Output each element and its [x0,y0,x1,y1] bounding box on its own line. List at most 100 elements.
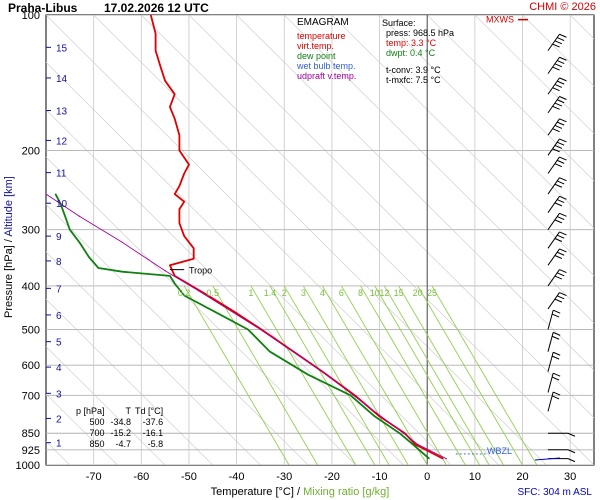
mixing-ratio-label: 3 [301,288,306,298]
wind-barb-flag [552,66,560,71]
table-cell: 850 [89,439,105,449]
wind-barb [547,96,567,114]
table-header-t: T [125,406,132,416]
wind-barb-flag [556,251,565,256]
pressure-tick-label: 100 [22,10,40,22]
temperature-tick-label: 30 [564,471,576,483]
wind-barb-flag [552,148,560,153]
table-cell: 500 [89,417,105,427]
mixing-ratio-line [374,285,481,465]
wind-barb-flag [556,180,565,185]
mixing-ratio-label: 10 [370,288,380,298]
sounding-datetime: 17.02.2026 12 UTC [104,1,209,15]
data-point [174,193,176,195]
grid-layer [46,15,594,465]
wind-barb-flag [552,105,560,110]
data-point [402,432,404,434]
data-point [169,106,171,108]
data-point [398,432,401,434]
mixing-ratio-line [383,285,490,465]
data-point [359,400,362,402]
data-point [150,15,152,16]
adiabat-line [46,251,261,465]
wind-barb-flag [554,63,563,68]
table-cell: 700 [89,428,105,438]
mixing-ratio-line [341,285,447,465]
legend-item: wet bulb temp. [297,61,356,71]
pressure-tick-label: 200 [22,145,40,157]
legend-item: virt.temp. [297,41,335,51]
level-table-header: p [hPa] T Td [°C] [76,406,167,417]
wind-barb-shaft [547,156,560,174]
wind-barb-flag [551,395,560,400]
wind-barb-flag [554,40,563,45]
wind-barb-flag [559,156,567,161]
surface-box: Surface: press: 968.5 hPa temp: 3.3 °C d… [382,18,478,85]
wind-barb-flag [556,272,565,277]
adiabat-line [93,15,547,465]
wind-barb [547,269,567,287]
data-point [417,443,419,446]
wind-barb-shaft [547,196,560,213]
temperature-tick-label: -60 [133,471,149,483]
level-table: p [hPa] T Td [°C] 500 -34.8 -37.6 700 -1… [76,406,167,450]
wind-barb-flag [559,33,567,38]
wind-barbs [547,33,576,463]
data-point [155,50,157,52]
altitude-tick-label: 9 [56,232,62,243]
wind-barb-flag [559,195,567,200]
wind-barb-shaft [547,77,560,95]
adiabat-line [141,15,594,465]
data-point [354,394,356,396]
wind-barb-flag [556,159,565,164]
wind-barb [547,331,561,352]
wind-barb [547,118,567,136]
altitude-tick-label: 11 [56,169,67,180]
mixing-ratio-label: 4 [320,288,325,298]
adiabat-line [236,15,594,371]
wind-barb-flag [552,87,560,92]
wind-barb-shaft [547,138,560,156]
legend-item: temperature [297,31,346,41]
table-header-p: p [hPa] [76,406,105,416]
wind-barb-flag [554,183,563,188]
legend-item: dew point [297,51,336,61]
wind-barb [548,432,576,437]
wind-barb-flag [552,331,561,336]
wind-barb-shaft [547,118,560,136]
mixing-ratio-line [283,285,390,465]
x-axis-label-mixing: Mixing ratio [g/kg] [303,486,390,498]
wind-barb-shaft [547,248,560,266]
adiabat-line [379,15,594,229]
temperature-tick-label: -50 [181,471,197,483]
altitude-tick-label: 13 [56,106,68,117]
wind-barb-flag [559,77,567,82]
data-point [349,394,352,396]
data-point [197,290,200,292]
table-cell: -15.2 [110,428,132,438]
wind-barb-shaft [547,96,560,114]
mixing-ratio-line [398,285,504,465]
surface-tconv: t-conv: 3.9 °C [386,65,441,75]
table-cell: -16.1 [142,428,164,438]
wind-barb-flag [559,248,567,253]
adiabat-line [188,15,594,419]
data-point [183,235,185,237]
data-point [374,415,376,418]
wind-barb-flag [559,177,567,182]
wind-barb-flag [551,376,560,381]
wind-barb-shaft [547,33,560,51]
wind-barb-flag [556,60,565,65]
table-header-td: Td [°C] [135,406,164,416]
adiabat-line [46,61,452,465]
tropopause-label: Tropo [189,266,212,276]
wind-barb-flag [559,269,567,274]
legend-title: EMAGRAM [297,17,349,28]
wind-barb [547,195,567,213]
wind-barb-shaft [547,292,560,310]
wind-barb [547,177,567,195]
mixing-ratio-label: 2 [282,288,287,298]
adiabat-line [46,203,309,465]
table-cell: -4.7 [115,439,132,449]
